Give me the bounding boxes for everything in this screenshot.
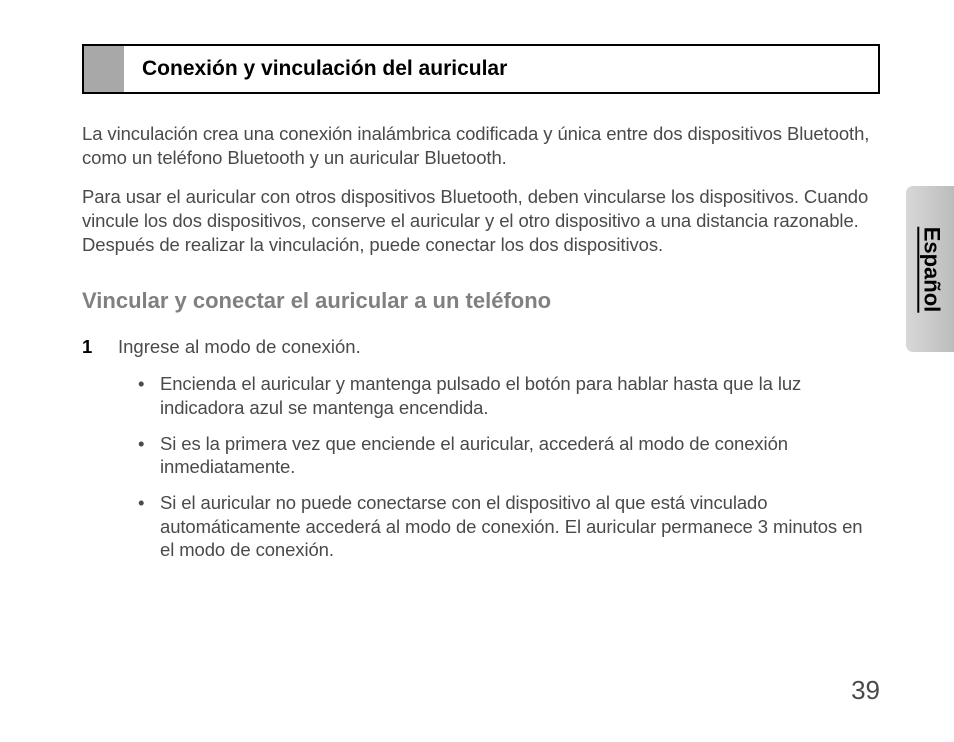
page-number: 39 (851, 675, 880, 706)
step-number: 1 (82, 336, 118, 358)
section-header: Conexión y vinculación del auricular (82, 44, 880, 94)
intro-paragraph-1: La vinculación crea una conexión inalámb… (82, 122, 880, 169)
document-page: Conexión y vinculación del auricular La … (0, 0, 954, 742)
list-item: • Si es la primera vez que enciende el a… (136, 432, 880, 479)
language-tab-label: Español (918, 226, 943, 312)
bullet-glyph: • (136, 491, 160, 562)
bullet-glyph: • (136, 432, 160, 479)
bullet-text: Encienda el auricular y mantenga pulsado… (160, 372, 880, 419)
bullet-text: Si el auricular no puede conectarse con … (160, 491, 880, 562)
section-header-accent (84, 46, 124, 92)
list-item: • Si el auricular no puede conectarse co… (136, 491, 880, 562)
subheading: Vincular y conectar el auricular a un te… (82, 288, 880, 314)
section-title: Conexión y vinculación del auricular (124, 46, 878, 92)
intro-paragraph-2: Para usar el auricular con otros disposi… (82, 185, 880, 256)
bullet-text: Si es la primera vez que enciende el aur… (160, 432, 880, 479)
step-1: 1 Ingrese al modo de conexión. (82, 336, 880, 358)
step-text: Ingrese al modo de conexión. (118, 336, 361, 358)
list-item: • Encienda el auricular y mantenga pulsa… (136, 372, 880, 419)
bullet-list: • Encienda el auricular y mantenga pulsa… (136, 372, 880, 562)
language-tab: Español (906, 186, 954, 352)
bullet-glyph: • (136, 372, 160, 419)
